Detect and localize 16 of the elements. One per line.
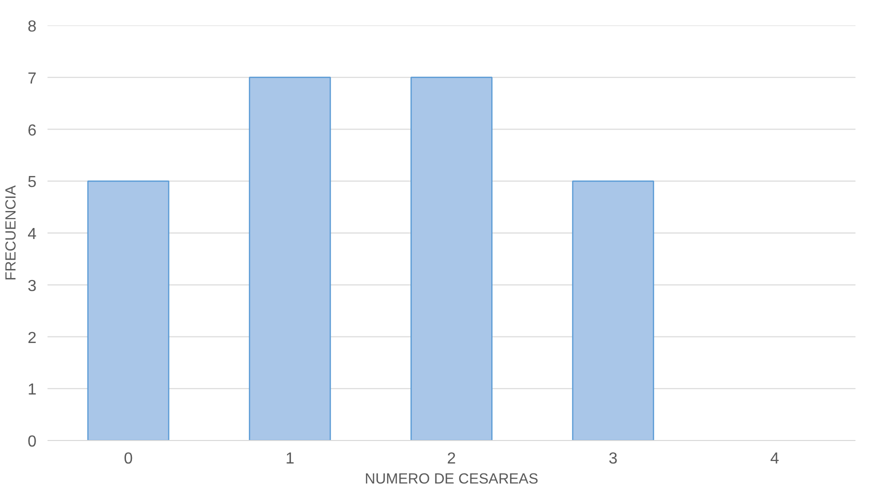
y-axis-title: FRECUENCIA [4,185,20,281]
y-tick-label: 5 [28,174,37,192]
y-tick-label: 6 [28,122,37,140]
x-tick-label: 4 [770,450,780,468]
y-tick-label: 2 [28,330,37,347]
x-tick-label: 2 [447,450,456,468]
x-axis-title: NUMERO DE CESAREAS [364,472,538,488]
y-tick-label: 7 [28,70,37,88]
x-tick-label: 0 [124,450,133,468]
x-tick-label: 1 [285,450,294,468]
y-tick-label: 4 [28,226,37,243]
y-tick-label: 3 [28,278,37,295]
y-tick-label: 1 [28,382,37,399]
y-tick-label: 8 [28,18,37,36]
y-tick-label: 0 [28,434,37,450]
x-tick-label: 3 [608,450,618,468]
